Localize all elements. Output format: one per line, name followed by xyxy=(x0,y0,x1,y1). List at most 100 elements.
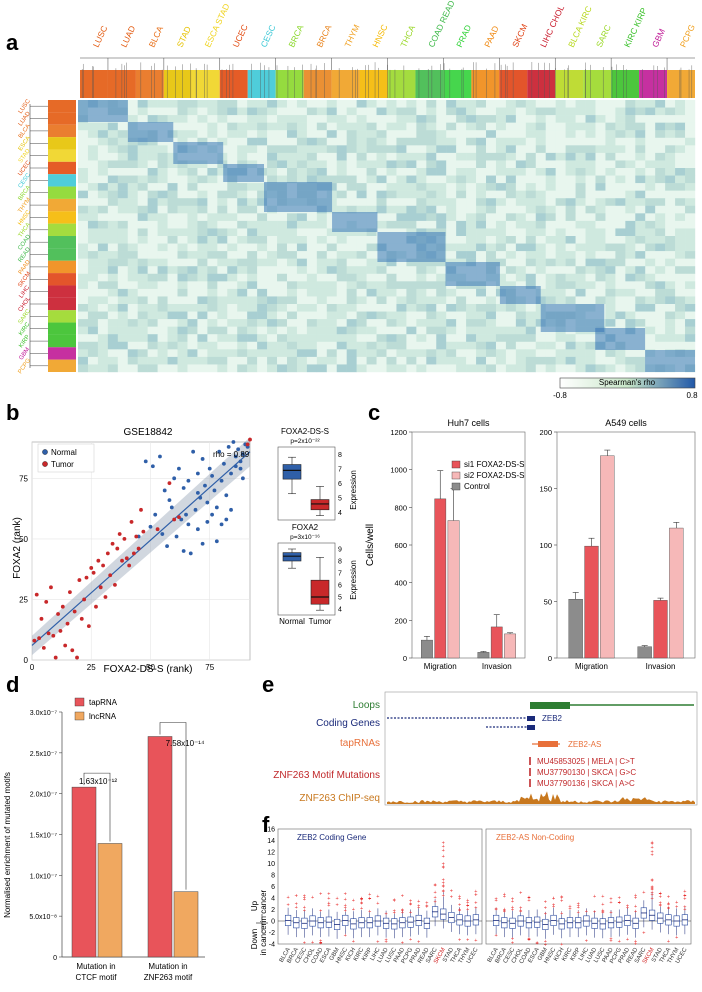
heatmap-cell xyxy=(655,258,666,267)
heatmap-cell xyxy=(217,205,228,214)
heatmap-cell xyxy=(296,107,308,116)
heatmap-cell xyxy=(257,364,268,373)
heatmap-cell xyxy=(107,334,119,342)
heatmap-cell xyxy=(237,243,248,252)
panel-f-outlier: + xyxy=(425,904,428,910)
left-cluster-17 xyxy=(48,310,76,323)
bar-xlabel: Invasion xyxy=(482,662,512,671)
heatmap-cell xyxy=(316,243,327,252)
heatmap-cell xyxy=(565,334,576,342)
heatmap-cell xyxy=(336,288,347,297)
heatmap-cell xyxy=(247,266,258,274)
heatmap-cell xyxy=(97,288,109,297)
heatmap-cell xyxy=(386,115,397,123)
heatmap-cell xyxy=(525,137,536,146)
heatmap-cell xyxy=(366,137,377,146)
heatmap-cell xyxy=(207,213,218,222)
scatter-ylabel: FOXA2 (rank) xyxy=(12,517,23,579)
heatmap-cell xyxy=(625,236,636,244)
heatmap-cell xyxy=(376,160,387,169)
heatmap-cell xyxy=(97,152,109,161)
heatmap-cell xyxy=(316,145,327,154)
track-loops: Loops xyxy=(353,700,380,711)
heatmap-cell xyxy=(585,115,596,123)
heatmap-cell xyxy=(227,273,238,282)
heatmap-cell xyxy=(655,326,666,335)
heatmap-cell xyxy=(565,175,576,184)
heatmap-cell xyxy=(117,220,128,229)
scatter-point-tumor xyxy=(32,638,37,643)
heatmap-cell xyxy=(545,145,556,154)
heatmap-cell xyxy=(316,296,327,305)
heatmap-cell xyxy=(257,205,268,214)
heatmap-cell xyxy=(645,334,656,342)
panel-f-outlier: + xyxy=(442,888,445,894)
heatmap-cell xyxy=(117,356,128,365)
heatmap-cell xyxy=(416,145,427,154)
heatmap-cell xyxy=(237,364,248,373)
heatmap-cell xyxy=(107,296,119,305)
boxplot-ytick: 4 xyxy=(338,510,342,517)
heatmap-cell xyxy=(655,251,666,259)
top-label-21: PCPG xyxy=(678,23,697,49)
heatmap-cell xyxy=(277,130,288,138)
heatmap-cell xyxy=(645,243,656,252)
heatmap-cell xyxy=(147,356,158,365)
heatmap-cell xyxy=(127,198,138,206)
top-label-6: CESC xyxy=(258,23,277,49)
heatmap-cell xyxy=(456,190,467,199)
heatmap-cell xyxy=(396,334,407,342)
panel-f-outlier: + xyxy=(503,907,506,913)
heatmap-cell xyxy=(286,356,298,365)
heatmap-cell xyxy=(336,356,347,365)
heatmap-cell xyxy=(237,205,248,214)
heatmap-cell xyxy=(575,273,586,282)
heatmap-cell xyxy=(217,296,228,305)
scatter-point-tumor xyxy=(127,563,132,568)
scatter-point-tumor xyxy=(139,507,143,512)
heatmap-cell xyxy=(675,107,686,116)
heatmap-cell xyxy=(197,137,208,146)
heatmap-cell xyxy=(386,281,397,290)
heatmap-cell xyxy=(625,100,636,108)
heatmap-cell xyxy=(655,100,666,108)
panel-f-outlier: + xyxy=(442,854,445,860)
heatmap-cell xyxy=(87,122,99,131)
heatmap-cell xyxy=(97,160,109,169)
heatmap-cell xyxy=(645,115,656,123)
heatmap-cell xyxy=(267,175,278,184)
heatmap-cell xyxy=(356,228,367,237)
heatmap-cell xyxy=(277,334,288,342)
heatmap-cell xyxy=(675,326,686,335)
heatmap-cell xyxy=(167,145,178,154)
scatter-point-normal xyxy=(153,512,158,517)
heatmap-cell xyxy=(187,251,198,259)
heatmap-cell xyxy=(605,228,616,237)
heatmap-cell xyxy=(286,296,298,305)
panel-f-outlier: + xyxy=(527,937,530,943)
heatmap-cell xyxy=(615,251,626,259)
heatmap-cell xyxy=(187,160,198,169)
heatmap-cell xyxy=(356,190,367,199)
heatmap-cell xyxy=(336,100,347,108)
heatmap-cell xyxy=(87,175,99,184)
heatmap-cell xyxy=(127,326,138,335)
heatmap-cell xyxy=(157,228,168,237)
heatmap-cell xyxy=(237,220,248,229)
panel-f-outlier: + xyxy=(286,903,289,909)
panel-f-outlier: + xyxy=(560,942,563,948)
heatmap-cell xyxy=(257,288,268,297)
panel-label-a: a xyxy=(6,30,19,55)
heatmap-cell xyxy=(306,266,318,274)
heatmap-cell xyxy=(585,130,596,138)
heatmap-cell xyxy=(197,168,208,176)
heatmap-cell xyxy=(137,115,148,123)
scatter-point-normal xyxy=(219,522,224,527)
scatter-point-tumor xyxy=(51,633,56,638)
heatmap-diagonal-block-1 xyxy=(127,122,174,142)
heatmap-cell xyxy=(605,205,616,214)
heatmap-cell xyxy=(336,107,347,116)
heatmap-cell xyxy=(187,137,198,146)
heatmap-cell xyxy=(257,220,268,229)
